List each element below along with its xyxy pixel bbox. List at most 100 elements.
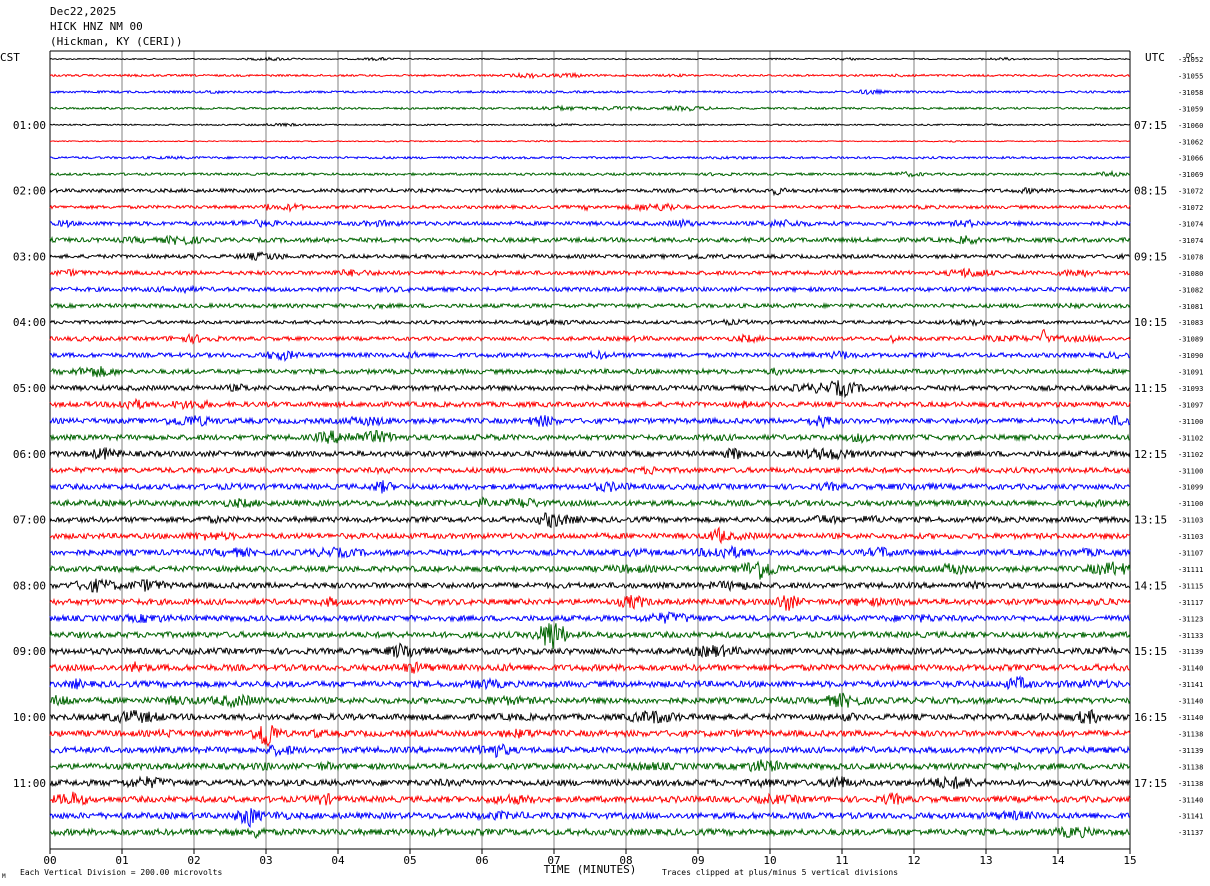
trace-line	[49, 301, 1131, 311]
trace-line	[49, 759, 1131, 773]
trace-line	[49, 526, 1131, 545]
trace-line	[49, 708, 1131, 725]
cst-hour-label: 02:00	[13, 185, 46, 198]
dc-offset-label: -31140	[1178, 796, 1203, 804]
dc-offset-label: -31139	[1178, 747, 1203, 755]
minute-grid	[49, 50, 1131, 850]
date-label: Dec22,2025	[50, 5, 117, 18]
trace-line	[49, 349, 1131, 363]
trace-line	[49, 328, 1131, 345]
utc-zone-label: UTC	[1145, 51, 1165, 64]
dc-offset-label: -31140	[1178, 665, 1203, 673]
trace-line	[49, 692, 1131, 709]
dc-offset-label: -31055	[1178, 72, 1203, 80]
dc-offset-label: -31081	[1178, 303, 1203, 311]
trace-line	[49, 155, 1131, 160]
dc-offset-label: -31072	[1178, 204, 1203, 212]
utc-hour-label: 08:15	[1134, 185, 1167, 198]
utc-hour-label: 15:15	[1134, 645, 1167, 658]
utc-hour-label: 13:15	[1134, 514, 1167, 527]
dc-offset-label: -31074	[1178, 221, 1203, 229]
utc-hour-label: 09:15	[1134, 250, 1167, 263]
cst-hour-label: 03:00	[13, 250, 46, 263]
cst-hour-label: 07:00	[13, 514, 46, 527]
dc-offset-label: -31083	[1178, 319, 1203, 327]
trace-line	[49, 218, 1131, 229]
x-tick-label: 09	[691, 854, 704, 867]
trace-line	[49, 366, 1131, 378]
dc-offset-label: -31059	[1178, 105, 1203, 113]
utc-hour-label: 10:15	[1134, 316, 1167, 329]
dc-offset-label: -31138	[1178, 730, 1203, 738]
dc-offset-label: -31139	[1178, 648, 1203, 656]
dc-offset-label: -31082	[1178, 286, 1203, 294]
x-tick-label: 02	[187, 854, 200, 867]
x-tick-label: 10	[763, 854, 776, 867]
trace-group	[49, 56, 1131, 840]
trace-line	[49, 661, 1131, 674]
dc-offset-label: -31137	[1178, 829, 1203, 837]
location-label: (Hickman, KY (CERI))	[50, 35, 183, 48]
x-tick-label: 05	[403, 854, 416, 867]
trace-line	[49, 791, 1131, 806]
utc-hour-label: 11:15	[1134, 382, 1167, 395]
x-tick-label: 06	[475, 854, 488, 867]
dc-offset-label: -31078	[1178, 253, 1203, 261]
trace-line	[49, 642, 1131, 659]
dc-offset-label: -31138	[1178, 780, 1203, 788]
trace-line	[49, 251, 1131, 261]
trace-line	[49, 56, 1131, 62]
trace-line	[49, 187, 1131, 197]
cst-hour-label: 10:00	[13, 711, 46, 724]
dc-offset-label: -31141	[1178, 813, 1203, 821]
trace-line	[49, 169, 1131, 178]
cst-hour-label: 08:00	[13, 579, 46, 592]
dc-offset-label: -31097	[1178, 401, 1203, 409]
dc-offset-label: -31107	[1178, 550, 1203, 558]
dc-offset-label: -31103	[1178, 533, 1203, 541]
trace-line	[49, 429, 1131, 444]
utc-hour-label: 17:15	[1134, 777, 1167, 790]
cst-zone-label: CST	[0, 51, 20, 64]
trace-line	[49, 71, 1131, 80]
trace-line	[49, 267, 1131, 279]
trace-line	[49, 446, 1131, 461]
cst-hour-label: 04:00	[13, 316, 46, 329]
dc-offset-label: -31100	[1178, 500, 1203, 508]
dc-offset-label: -31052	[1178, 56, 1203, 64]
dc-offset-label: -31072	[1178, 188, 1203, 196]
dc-offset-label: -31099	[1178, 484, 1203, 492]
dc-offset-label: -31089	[1178, 336, 1203, 344]
trace-line	[49, 623, 1131, 649]
label-group: 00 01 02 03 04 05 06 07 08 09 10 11 12 13 14 15 -31052 -3…	[13, 56, 1203, 867]
dc-offset-label: -31058	[1178, 89, 1203, 97]
trace-line	[49, 234, 1131, 246]
dc-offset-label: -31091	[1178, 369, 1203, 377]
trace-line	[49, 284, 1131, 295]
utc-hour-label: 14:15	[1134, 579, 1167, 592]
trace-line	[49, 480, 1131, 494]
dc-offset-label: -31111	[1178, 566, 1203, 574]
trace-line	[49, 725, 1131, 748]
dc-offset-label: -31141	[1178, 681, 1203, 689]
dc-offset-label: -31102	[1178, 451, 1203, 459]
trace-line	[49, 808, 1131, 828]
cst-hour-label: 05:00	[13, 382, 46, 395]
trace-line	[49, 743, 1131, 759]
dc-offset-label: -31080	[1178, 270, 1203, 278]
corner-mark: M	[2, 873, 6, 880]
dc-offset-label: -31140	[1178, 698, 1203, 706]
trace-line	[49, 825, 1131, 840]
dc-offset-label: -31100	[1178, 467, 1203, 475]
dc-offset-label: -31140	[1178, 714, 1203, 722]
x-tick-label: 01	[115, 854, 128, 867]
x-tick-label: 14	[1051, 854, 1065, 867]
trace-line	[49, 611, 1131, 624]
scale-note: Each Vertical Division = 200.00 microvol…	[20, 868, 222, 877]
dc-offset-label: -31060	[1178, 122, 1203, 130]
trace-line	[49, 139, 1131, 143]
dc-offset-label: -31138	[1178, 763, 1203, 771]
trace-line	[49, 415, 1131, 430]
dc-offset-label: -31123	[1178, 615, 1203, 623]
